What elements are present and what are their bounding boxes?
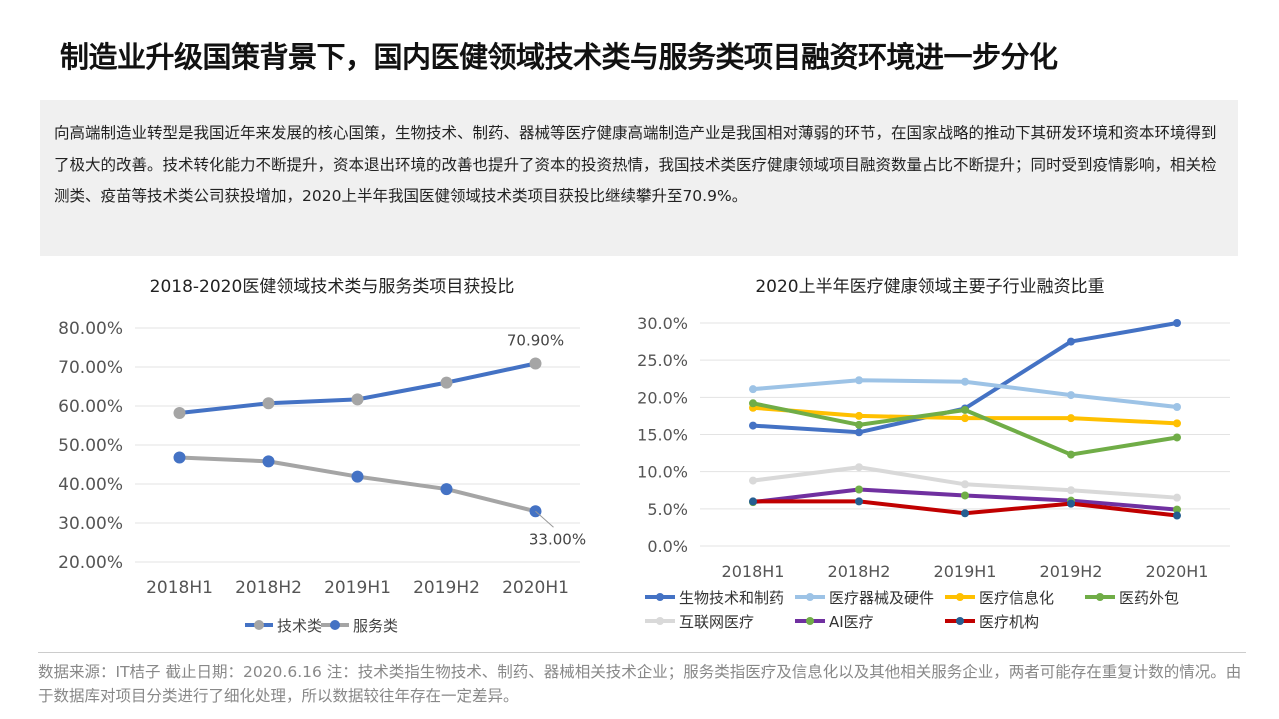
x-tick-label: 2019H1 xyxy=(934,562,997,581)
data-label: 33.00% xyxy=(529,530,586,548)
y-tick-label: 25.0% xyxy=(637,351,688,370)
legend-marker xyxy=(956,617,964,625)
data-point xyxy=(855,420,863,429)
data-point xyxy=(351,470,364,483)
footer-divider xyxy=(38,652,1246,653)
legend-label: 医药外包 xyxy=(1119,589,1179,607)
y-tick-label: 40.00% xyxy=(58,475,123,495)
data-point xyxy=(440,483,453,496)
legend-marker xyxy=(656,593,664,601)
y-tick-label: 0.0% xyxy=(647,537,688,556)
x-tick-label: 2020H1 xyxy=(502,578,569,598)
data-point xyxy=(1067,499,1075,508)
legend-label: 医疗器械及硬件 xyxy=(829,589,934,607)
data-point xyxy=(1173,433,1181,442)
x-tick-label: 2018H1 xyxy=(722,562,785,581)
data-point xyxy=(262,397,275,410)
data-point xyxy=(855,463,863,472)
x-tick-label: 2018H1 xyxy=(146,578,213,598)
data-point xyxy=(749,385,757,394)
leader-line xyxy=(535,510,554,528)
y-tick-label: 70.00% xyxy=(58,358,123,378)
data-point xyxy=(855,428,863,437)
data-point xyxy=(1173,402,1181,411)
data-point xyxy=(961,491,969,500)
y-tick-label: 30.0% xyxy=(637,314,688,333)
data-point xyxy=(855,411,863,420)
x-tick-label: 2019H1 xyxy=(324,578,391,598)
page-title: 制造业升级国策背景下，国内医健领域技术类与服务类项目融资环境进一步分化 xyxy=(60,40,1058,74)
y-tick-label: 20.0% xyxy=(637,388,688,407)
y-tick-label: 30.00% xyxy=(58,514,123,534)
chart-title: 2020上半年医疗健康领域主要子行业融资比重 xyxy=(755,277,1104,297)
data-point xyxy=(855,485,863,494)
y-tick-label: 10.0% xyxy=(637,463,688,482)
y-tick-label: 15.0% xyxy=(637,426,688,445)
footer-note: 数据来源：IT桔子 截止日期：2020.6.16 注：技术类指生物技术、制药、器… xyxy=(38,663,1242,705)
data-point xyxy=(351,393,364,406)
legend-label: 服务类 xyxy=(353,617,398,635)
legend-label: 互联网医疗 xyxy=(679,613,754,631)
data-point xyxy=(1173,493,1181,502)
legend-marker xyxy=(1096,593,1104,601)
legend-marker xyxy=(330,620,340,630)
legend-label: 技术类 xyxy=(277,617,322,635)
data-point xyxy=(1067,391,1075,400)
data-point xyxy=(961,509,969,518)
data-point xyxy=(749,497,757,506)
x-tick-label: 2018H2 xyxy=(828,562,891,581)
data-point xyxy=(1067,414,1075,423)
data-point xyxy=(961,405,969,414)
x-tick-label: 2018H2 xyxy=(235,578,302,598)
data-point xyxy=(1173,511,1181,520)
legend-marker xyxy=(806,617,814,625)
legend-label: 医疗信息化 xyxy=(979,589,1054,607)
y-tick-label: 50.00% xyxy=(58,436,123,456)
y-tick-label: 80.00% xyxy=(58,319,123,339)
data-point xyxy=(1067,450,1075,459)
data-point xyxy=(173,407,186,420)
legend-label: 医疗机构 xyxy=(979,613,1039,631)
y-tick-label: 20.00% xyxy=(58,553,123,573)
legend-label: 生物技术和制药 xyxy=(679,589,784,607)
tech-service-ratio-chart: 2018-2020医健领域技术类与服务类项目获投比 20.00% 30.00% 40.… xyxy=(58,277,586,635)
data-point xyxy=(529,357,542,370)
x-tick-label: 2019H2 xyxy=(413,578,480,598)
subsector-financing-chart: 2020上半年医疗健康领域主要子行业融资比重 0.0% 5.0% 10.0% 15.0%… xyxy=(637,277,1230,631)
data-point xyxy=(1067,486,1075,495)
data-point xyxy=(961,377,969,386)
data-point xyxy=(749,476,757,485)
x-tick-label: 2019H2 xyxy=(1040,562,1103,581)
data-point xyxy=(1173,505,1181,514)
legend-marker xyxy=(806,593,814,601)
legend-marker xyxy=(656,617,664,625)
legend-marker xyxy=(956,593,964,601)
data-label: 70.90% xyxy=(507,331,564,349)
y-tick-label: 5.0% xyxy=(647,500,688,519)
legend-label: AI医疗 xyxy=(829,613,874,631)
data-point xyxy=(440,376,453,389)
data-point xyxy=(1067,337,1075,346)
data-point xyxy=(855,376,863,385)
data-point xyxy=(262,455,275,468)
data-point xyxy=(749,399,757,408)
data-point xyxy=(1173,319,1181,327)
data-point xyxy=(1173,419,1181,428)
data-point xyxy=(173,451,186,464)
legend-marker xyxy=(254,620,264,630)
data-point xyxy=(961,480,969,489)
data-point xyxy=(855,497,863,506)
data-point xyxy=(961,414,969,423)
data-point xyxy=(749,421,757,430)
summary-box: 向高端制造业转型是我国近年来发展的核心国策，生物技术、制药、器械等医疗健康高端制… xyxy=(40,100,1238,256)
chart-title: 2018-2020医健领域技术类与服务类项目获投比 xyxy=(150,277,515,297)
x-tick-label: 2020H1 xyxy=(1146,562,1209,581)
y-tick-label: 60.00% xyxy=(58,397,123,417)
